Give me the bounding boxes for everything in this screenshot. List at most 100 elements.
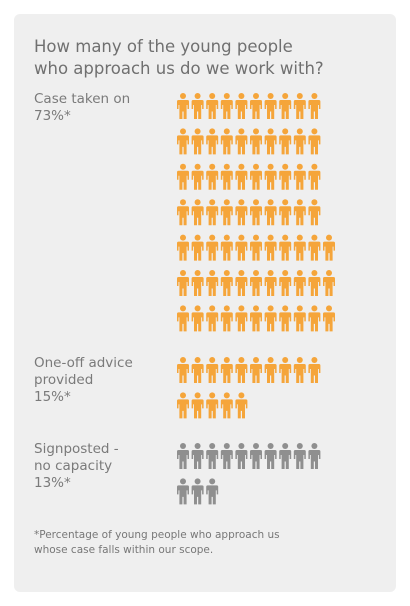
person-icon-series2-11	[177, 392, 189, 419]
person-icon-series1-49	[293, 234, 306, 261]
person-icon-series1-18	[279, 128, 292, 155]
person-icon-series1-1	[177, 93, 189, 119]
person-icon-series1-33	[206, 199, 219, 226]
person-icon-series1-34	[220, 199, 233, 226]
person-icon-series1-70	[279, 305, 292, 332]
person-icon-series1-11	[177, 128, 189, 155]
one-off-advice-label-line-1: One-off advice	[34, 355, 133, 371]
category-label-case-taken-on: Case taken on 73%*	[34, 91, 164, 125]
person-icon-series1-42	[191, 234, 204, 261]
person-icon-series1-47	[264, 234, 277, 261]
person-icon-series3-9	[293, 443, 306, 469]
person-icon-series1-57	[250, 270, 262, 296]
person-icon-series1-35	[235, 199, 248, 226]
person-icon-series2-14	[220, 392, 233, 419]
person-icon-series1-44	[220, 234, 233, 261]
person-icon-series1-28	[279, 163, 292, 190]
person-icon-series3-12	[191, 478, 204, 505]
person-icon-series1-19	[293, 128, 306, 155]
person-icon-series1-4	[220, 93, 233, 119]
person-icon-series1-41	[177, 234, 189, 261]
person-icon-series3-1	[177, 443, 189, 469]
person-icon-series1-67	[235, 305, 248, 332]
title-line-2: who approach us do we work with?	[34, 59, 324, 78]
person-icon-series1-45	[235, 234, 248, 261]
person-icon-series3-11	[177, 478, 189, 505]
category-label-one-off-advice: One-off advice provided 15%*	[34, 355, 164, 406]
person-icon-series1-6	[250, 93, 262, 119]
person-icon-series3-6	[250, 443, 262, 469]
person-icon-series1-56	[235, 270, 248, 296]
person-icon-series1-13	[206, 128, 219, 155]
case-taken-on-percent: 73%*	[34, 108, 71, 124]
person-icon-series1-3	[206, 93, 219, 119]
person-icon-series2-4	[220, 357, 233, 383]
person-icon-series2-5	[235, 357, 248, 383]
person-icon-series3-13	[206, 478, 219, 505]
person-icon-series3-8	[279, 443, 292, 469]
one-off-advice-percent: 15%*	[34, 389, 71, 405]
person-icon-series1-63	[177, 305, 189, 332]
person-icon-series1-17	[264, 128, 277, 155]
person-icon-series3-4	[220, 443, 233, 469]
infographic-card	[14, 14, 396, 592]
person-icon-series1-37	[264, 199, 277, 226]
person-icon-series1-48	[279, 234, 292, 261]
person-icon-series1-23	[206, 163, 219, 190]
person-icon-series1-53	[191, 270, 204, 296]
person-icon-series1-62	[323, 270, 335, 296]
person-icon-series1-64	[191, 305, 204, 332]
person-icon-series1-58	[264, 270, 277, 296]
person-icon-series2-13	[206, 392, 219, 419]
person-icon-series2-12	[191, 392, 204, 419]
category-label-signposted: Signposted - no capacity 13%*	[34, 441, 164, 492]
person-icon-series1-59	[279, 270, 292, 296]
person-icon-series1-39	[293, 199, 306, 226]
footnote: *Percentage of young people who approach…	[34, 528, 354, 558]
person-icon-series1-8	[279, 93, 292, 119]
person-icon-series1-12	[191, 128, 204, 155]
person-icon-series1-61	[308, 270, 321, 296]
person-icon-series2-15	[235, 392, 248, 419]
person-icon-series2-9	[293, 357, 306, 383]
person-icon-series1-54	[206, 270, 219, 296]
person-icon-series1-36	[250, 199, 262, 226]
person-icon-series1-72	[308, 305, 321, 332]
person-icon-series1-69	[264, 305, 277, 332]
signposted-label-line-1: Signposted -	[34, 441, 119, 457]
person-icon-series1-16	[250, 128, 262, 155]
person-icon-series1-25	[235, 163, 248, 190]
person-icon-series1-26	[250, 163, 262, 190]
person-icon-series3-7	[264, 443, 277, 469]
person-icon-series1-22	[191, 163, 204, 190]
person-icon-series2-2	[191, 357, 204, 383]
person-icon-series2-7	[264, 357, 277, 383]
person-icon-series1-71	[293, 305, 306, 332]
person-icon-series1-50	[308, 234, 321, 261]
person-icon-series1-14	[220, 128, 233, 155]
person-icon-series1-27	[264, 163, 277, 190]
person-icon-series1-73	[323, 305, 335, 332]
person-icon-series1-51	[323, 234, 335, 261]
person-icon-series1-9	[293, 93, 306, 119]
person-icon-series3-10	[308, 443, 321, 469]
footnote-line-2: whose case falls within our scope.	[34, 544, 214, 556]
one-off-advice-label-line-2: provided	[34, 372, 94, 388]
person-icon-series1-43	[206, 234, 219, 261]
person-icon-series1-21	[177, 163, 189, 190]
person-icon-series1-55	[220, 270, 233, 296]
person-icon-series3-3	[206, 443, 219, 469]
person-icon-series1-5	[235, 93, 248, 119]
footnote-line-1: *Percentage of young people who approach…	[34, 529, 280, 541]
chart-title: How many of the young people who approac…	[34, 36, 364, 80]
person-icon-series1-65	[206, 305, 219, 332]
person-icon-series1-52	[177, 270, 189, 296]
person-icon-series1-31	[177, 199, 189, 226]
person-icon-series1-40	[308, 199, 321, 226]
person-icon-series2-10	[308, 357, 321, 383]
signposted-label-line-2: no capacity	[34, 458, 113, 474]
person-icon-series3-2	[191, 443, 204, 469]
person-icon-series1-7	[264, 93, 277, 119]
case-taken-on-label: Case taken on	[34, 91, 131, 107]
